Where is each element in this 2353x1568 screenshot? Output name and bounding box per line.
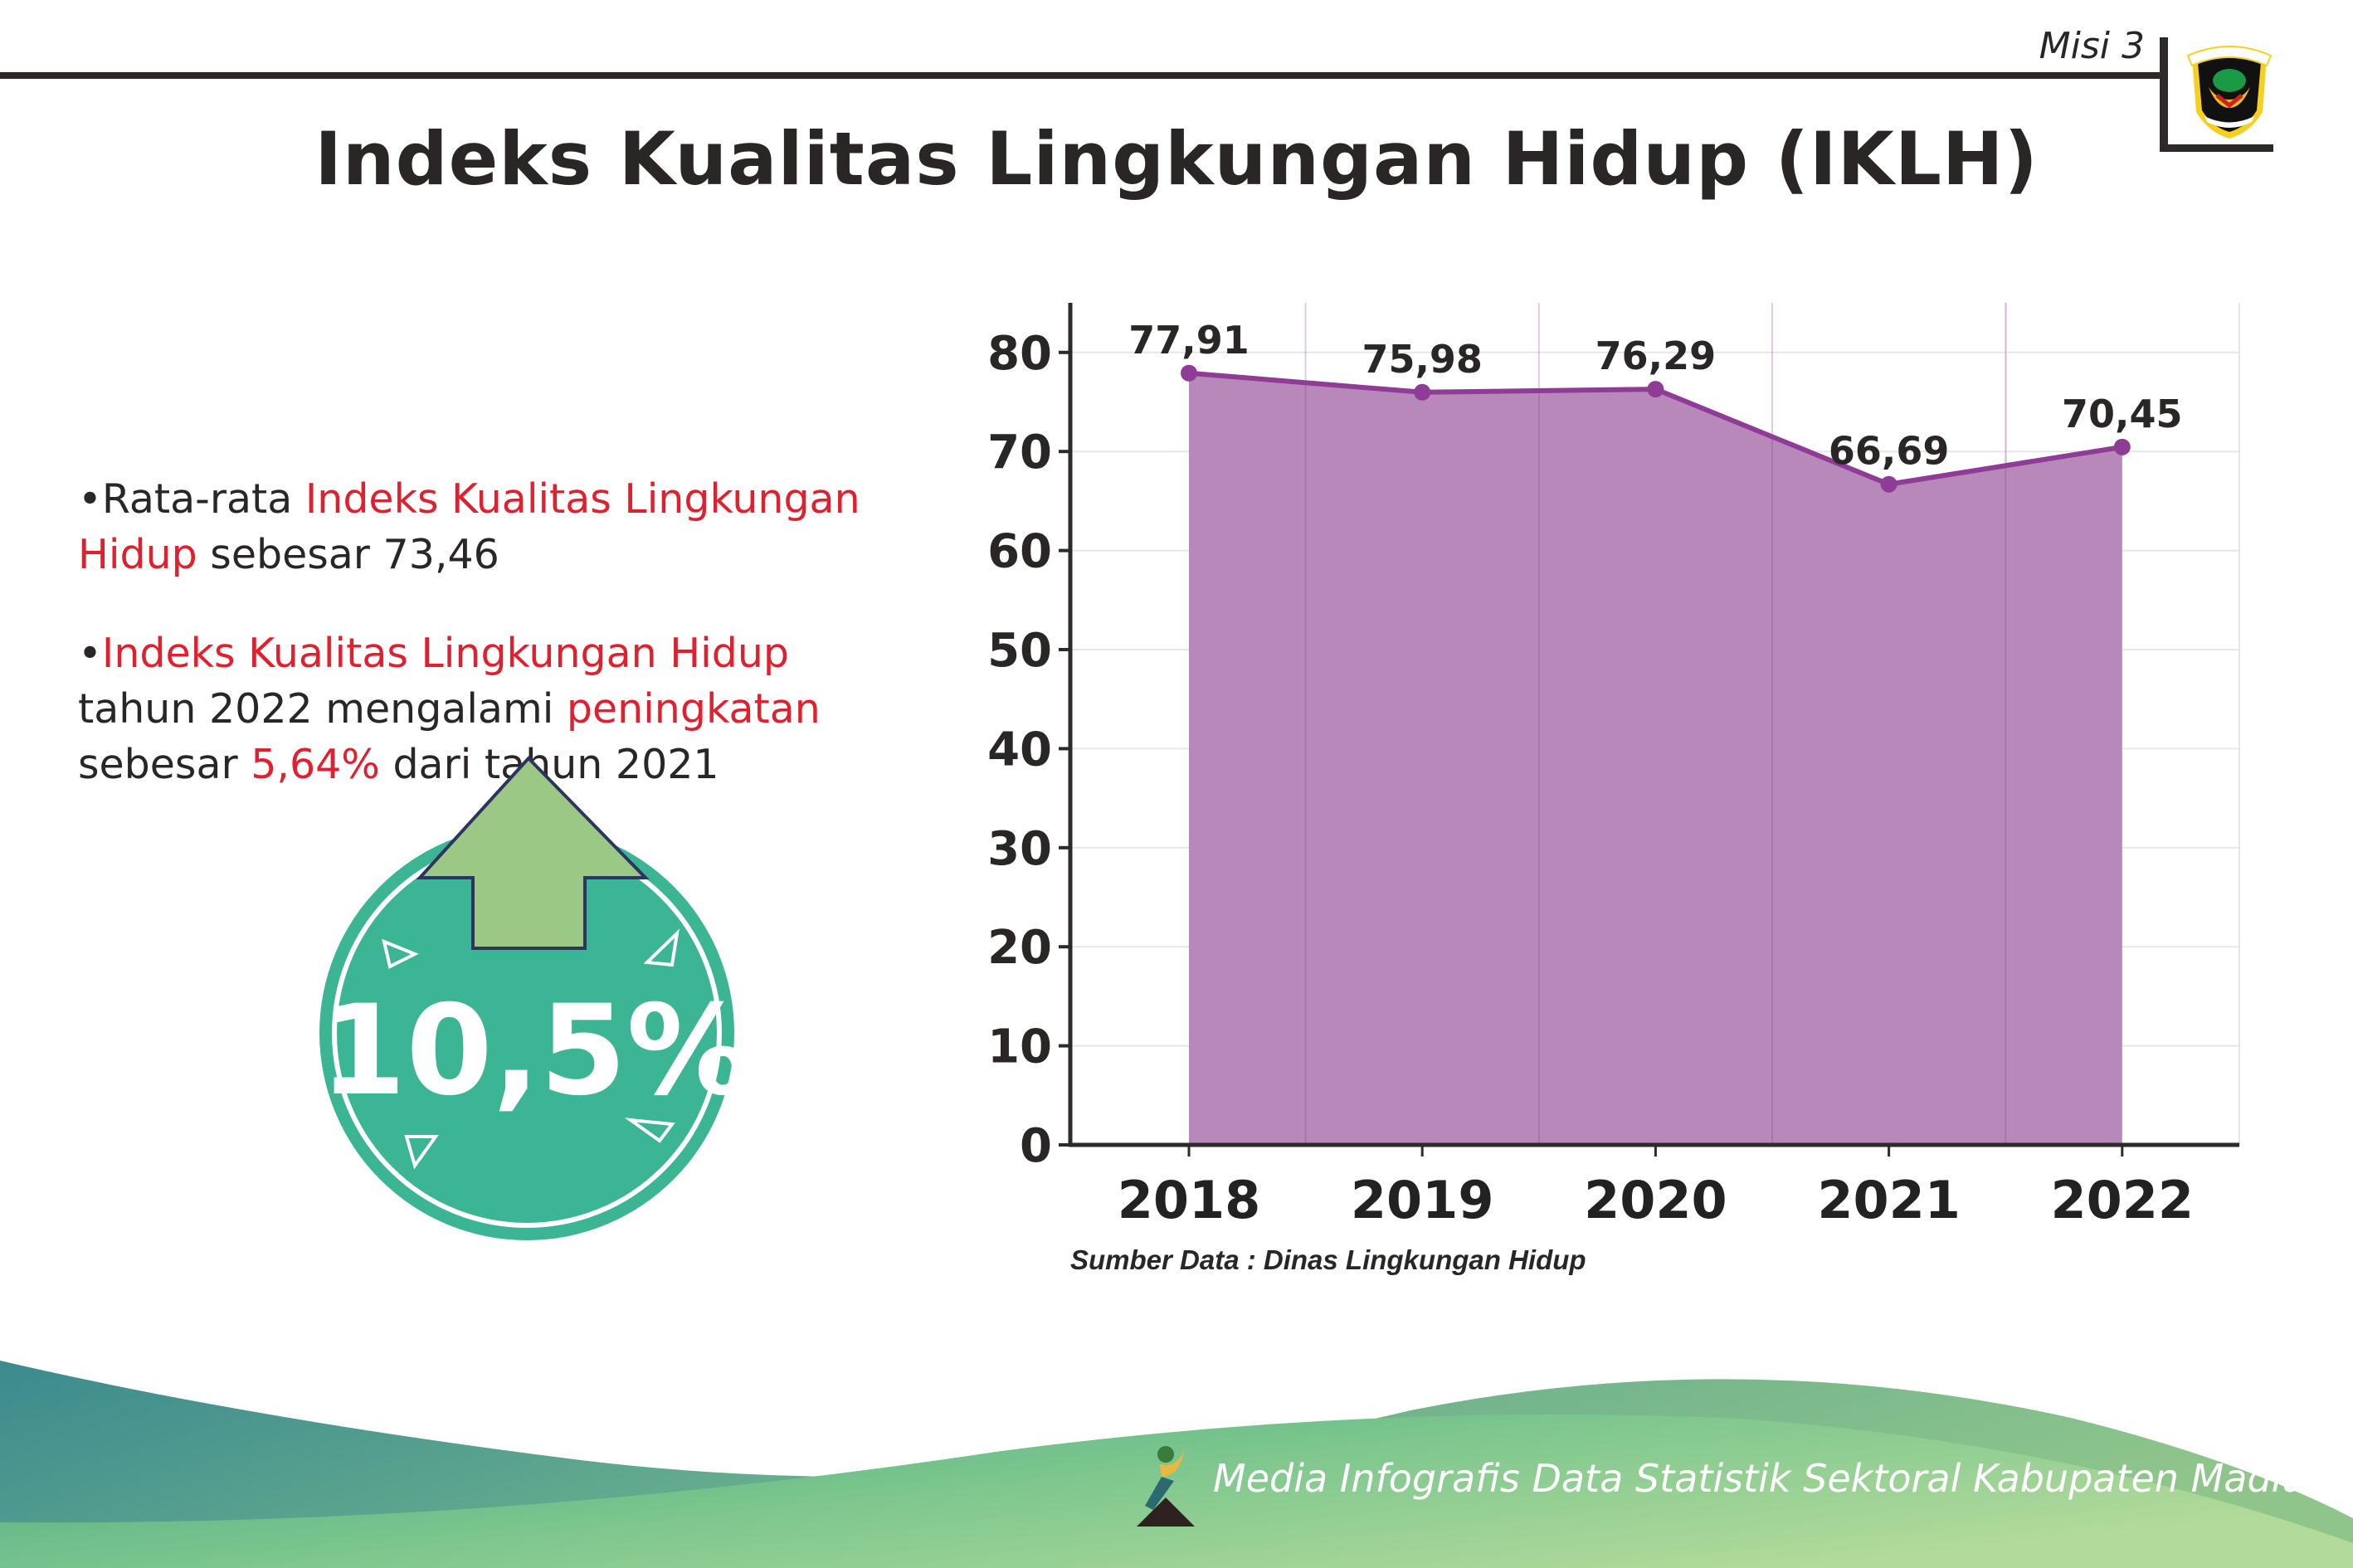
kabupaten-madiun-logo <box>2186 46 2273 139</box>
y-tick-label: 50 <box>987 624 1052 678</box>
data-label: 77,91 <box>1128 318 1250 363</box>
y-tick-label: 70 <box>987 426 1052 480</box>
y-tick-label: 10 <box>987 1020 1052 1074</box>
area-fill <box>1189 373 2122 1145</box>
data-label: 70,45 <box>2062 392 2183 436</box>
bullet-text: dari tahun 2021 <box>379 741 719 788</box>
bracket-decoration <box>2160 144 2273 152</box>
y-tick-label: 30 <box>987 822 1052 876</box>
y-tick-label: 80 <box>987 327 1052 381</box>
bullet-increase: •Indeks Kualitas Lingkungan Hidup tahun … <box>78 626 916 792</box>
arrow-up-icon <box>416 756 650 950</box>
bullet-average: •Rata-rata Indeks Kualitas Lingkungan Hi… <box>78 471 949 582</box>
sparkle-icon <box>404 1135 439 1170</box>
y-tick-label: 0 <box>1020 1119 1052 1173</box>
bullet-highlight: Indeks Kualitas Lingkungan Hidup <box>101 630 790 677</box>
badge-value: 10,5% <box>319 979 752 1123</box>
bullet-highlight: peningkatan <box>566 685 821 733</box>
footer-text: Media Infografis Data Statistik Sektoral… <box>1213 1456 2353 1501</box>
y-tick-label: 20 <box>987 921 1052 975</box>
data-source: Sumber Data : Dinas Lingkungan Hidup <box>1070 1244 1586 1275</box>
bullet-text: •Rata-rata <box>78 475 305 523</box>
data-point <box>1181 364 1197 382</box>
bullet-text: • <box>78 630 102 677</box>
bullet-highlight: Indeks Kualitas Lingkungan Hidup <box>78 475 860 578</box>
y-tick-label: 60 <box>987 525 1052 579</box>
y-tick-label: 40 <box>987 723 1052 777</box>
page-title: Indeks Kualitas Lingkungan Hidup (IKLH) <box>314 116 2039 202</box>
x-tick-label: 2022 <box>2051 1170 2195 1230</box>
data-point <box>1414 383 1431 401</box>
bullet-text: tahun 2022 mengalami <box>78 685 567 733</box>
bullet-text: sebesar 73,46 <box>197 531 499 578</box>
data-label: 66,69 <box>1829 429 1950 474</box>
data-label: 76,29 <box>1595 334 1717 378</box>
bracket-decoration <box>2160 37 2168 151</box>
sparkle-icon <box>643 928 680 967</box>
sparkle-icon <box>624 1118 675 1143</box>
x-tick-label: 2018 <box>1118 1170 1261 1230</box>
sparkle-icon <box>382 938 419 969</box>
data-label: 75,98 <box>1362 337 1483 382</box>
bullet-text: sebesar <box>78 741 251 788</box>
data-point <box>1880 475 1898 493</box>
data-point <box>1647 381 1664 398</box>
bullet-highlight: 5,64% <box>251 741 380 788</box>
infographic-logo <box>1137 1446 1195 1527</box>
x-tick-label: 2021 <box>1817 1170 1961 1230</box>
section-label: Misi 3 <box>2039 25 2145 67</box>
data-point <box>2113 438 2131 455</box>
x-tick-label: 2019 <box>1351 1170 1494 1230</box>
header-rule <box>0 72 2161 79</box>
x-tick-label: 2020 <box>1584 1170 1727 1230</box>
